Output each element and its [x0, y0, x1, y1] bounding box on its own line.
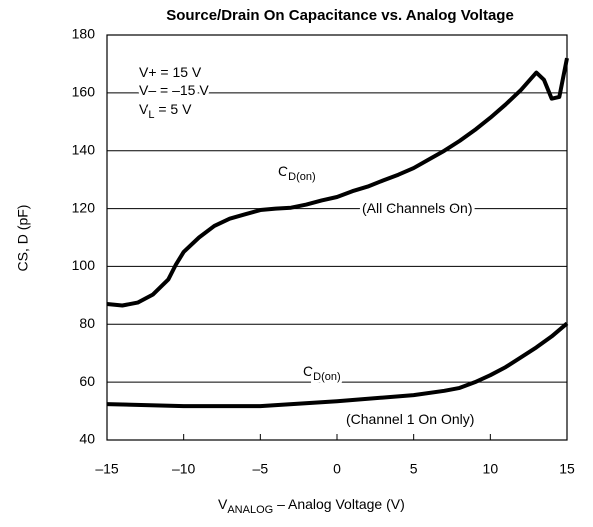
annotation-main: (Channel 1 On Only)	[346, 411, 474, 427]
annotation-main: C	[278, 163, 288, 179]
x-tick-label: 15	[559, 461, 575, 477]
annotation: V+ = 15 V	[139, 64, 202, 80]
y-tick-label: 120	[72, 199, 96, 215]
x-axis-label: VANALOG – Analog Voltage (V)	[218, 496, 405, 516]
series-line	[106, 321, 569, 409]
y-tick-label: 60	[79, 373, 95, 389]
annotation-sub: D(on)	[313, 371, 341, 383]
y-tick-label: 160	[72, 84, 96, 100]
y-axis-label: CS, D (pF)	[15, 205, 31, 272]
annotation-main: V	[139, 101, 149, 117]
x-tick-label: 0	[333, 461, 341, 477]
x-axis-label-sub: ANALOG	[227, 504, 273, 516]
annotation-main: C	[303, 363, 313, 379]
annotation-main: V– = –15 V	[139, 82, 209, 98]
x-tick-label: 5	[410, 461, 418, 477]
annotation-rest: = 5 V	[154, 101, 192, 117]
annotation-main: (All Channels On)	[362, 200, 473, 216]
chart-title: Source/Drain On Capacitance vs. Analog V…	[166, 7, 514, 24]
x-tick-label: –10	[172, 461, 196, 477]
annotation: V– = –15 V	[139, 82, 209, 98]
annotation: VL = 5 V	[139, 101, 192, 121]
y-tick-label: 100	[72, 257, 96, 273]
annotation: CD(on)	[303, 363, 341, 383]
series-line	[106, 57, 569, 308]
annotation-sub: L	[148, 109, 154, 121]
annotation-sub: D(on)	[288, 171, 316, 183]
annotation: (All Channels On)	[362, 200, 473, 216]
annotation-main: V+ = 15 V	[139, 64, 202, 80]
y-tick-label: 140	[72, 141, 96, 157]
x-tick-label: –15	[95, 461, 119, 477]
x-tick-label: –5	[253, 461, 269, 477]
annotation: CD(on)	[278, 163, 316, 183]
y-tick-label: 80	[79, 315, 95, 331]
x-tick-label: 10	[483, 461, 499, 477]
y-tick-label: 180	[72, 26, 96, 42]
x-axis-label-main: V	[218, 496, 228, 512]
y-tick-label: 40	[79, 431, 95, 447]
plot-frame	[106, 34, 568, 441]
x-axis-label-rest: – Analog Voltage (V)	[273, 496, 405, 512]
annotation: (Channel 1 On Only)	[346, 411, 474, 427]
